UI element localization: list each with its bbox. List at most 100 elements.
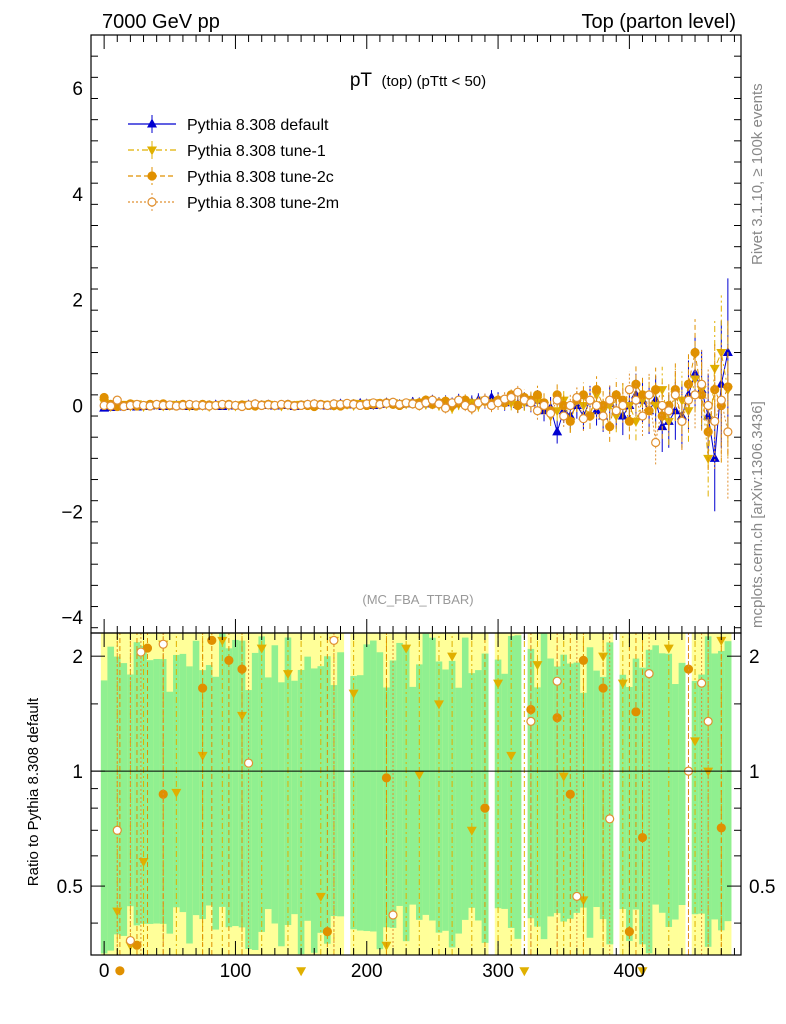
ratio-point xyxy=(631,707,641,717)
ratio-point xyxy=(433,700,444,710)
ratio-point xyxy=(112,907,123,917)
x-tick-label: 100 xyxy=(220,961,252,982)
data-point xyxy=(703,427,713,437)
ratio-band-inner xyxy=(442,669,450,931)
header-left: 7000 GeV pp xyxy=(102,11,220,33)
data-point xyxy=(532,390,543,400)
ratio-point xyxy=(217,636,228,646)
ratio-band-inner xyxy=(593,670,601,908)
y-tick-label: 6 xyxy=(72,79,83,100)
ratio-point xyxy=(578,655,589,665)
ratio-point xyxy=(578,896,589,906)
ratio-band-inner xyxy=(146,660,154,924)
ratio-band-inner xyxy=(711,653,719,920)
series-0 xyxy=(99,278,733,512)
ratio-point xyxy=(466,826,477,836)
data-point xyxy=(716,395,726,405)
ratio-point xyxy=(532,661,543,671)
ratio-point xyxy=(690,737,701,747)
ratio-band-inner xyxy=(350,676,358,930)
legend-label: Pythia 8.308 tune-2m xyxy=(187,195,339,212)
y-tick-label: −2 xyxy=(61,502,83,523)
plot-title-main: pT xyxy=(350,70,373,91)
ratio-band-inner xyxy=(291,680,299,915)
ratio-point xyxy=(565,789,575,799)
ratio-point xyxy=(198,683,208,693)
legend-entry-3: Pythia 8.308 tune-2m xyxy=(128,193,339,212)
y-tick-label: 2 xyxy=(72,291,83,312)
ratio-band-inner xyxy=(278,682,285,947)
legend-marker xyxy=(147,197,157,207)
rivet-label: Rivet 3.1.10, ≥ 100k events xyxy=(749,83,766,265)
data-point xyxy=(670,390,680,400)
ratio-band-inner xyxy=(179,653,187,913)
ratio-point xyxy=(526,716,536,726)
x-tick-label: 0 xyxy=(99,961,110,982)
ratio-point xyxy=(637,832,648,843)
ratio-band-inner xyxy=(672,684,679,920)
ratio-point xyxy=(624,927,634,937)
legend-entry-0: Pythia 8.308 default xyxy=(128,115,329,134)
ratio-point xyxy=(136,647,146,657)
legend-marker xyxy=(147,118,157,128)
ratio-point xyxy=(142,643,153,653)
data-point xyxy=(99,392,109,403)
ratio-point xyxy=(388,910,398,920)
ratio-point xyxy=(697,678,707,688)
data-point xyxy=(552,395,562,405)
ratio-band-inner xyxy=(356,675,364,931)
ratio-point xyxy=(329,635,339,645)
y-tick-label: −4 xyxy=(61,608,83,629)
data-point xyxy=(591,391,602,401)
ratio-band-inner xyxy=(225,648,233,928)
data-point xyxy=(506,392,516,403)
data-point xyxy=(112,395,122,405)
ratio-band-inner xyxy=(251,652,259,950)
ratio-point xyxy=(637,967,648,977)
ratio-point xyxy=(224,655,234,665)
ratio-point xyxy=(315,892,326,902)
data-point xyxy=(559,411,569,421)
ratio-point xyxy=(480,803,490,813)
ratio-band-inner xyxy=(271,645,279,924)
ratio-point xyxy=(171,788,182,798)
series-3 xyxy=(99,342,733,499)
ratio-point xyxy=(138,857,149,867)
data-point xyxy=(454,395,464,405)
ratio-point xyxy=(207,635,217,645)
plot-title: pT (top) (pTtt < 50) xyxy=(350,70,486,91)
ratio-point xyxy=(617,679,628,689)
ratio-band-inner xyxy=(100,680,108,954)
ratio-point xyxy=(401,644,412,654)
ratio-point xyxy=(158,639,168,649)
ratio-point xyxy=(506,751,517,761)
ratio-band-inner xyxy=(658,653,666,913)
ratio-band-inner xyxy=(166,691,174,934)
ratio-band-inner xyxy=(501,673,509,909)
ratio-band-inner xyxy=(370,640,377,932)
data-point xyxy=(697,379,707,389)
ratio-band-inner xyxy=(186,666,194,944)
ratio-series-1 xyxy=(115,633,726,976)
ratio-band-inner xyxy=(120,663,128,936)
ratio-point xyxy=(716,823,726,833)
data-point xyxy=(605,395,615,405)
ratio-point xyxy=(605,814,615,824)
ratio-point xyxy=(493,679,504,689)
data-point xyxy=(552,426,563,436)
data-point xyxy=(651,384,661,395)
legend-entry-1: Pythia 8.308 tune-1 xyxy=(128,141,326,160)
data-point xyxy=(565,400,575,411)
ratio-point xyxy=(282,670,293,680)
ratio-band-inner xyxy=(409,686,417,905)
ratio-point xyxy=(558,772,569,782)
ratio-band-inner xyxy=(416,664,423,920)
data-point xyxy=(598,411,608,421)
legend-marker xyxy=(147,171,157,181)
ratio-point xyxy=(519,967,530,977)
data-point xyxy=(513,400,523,411)
ratio-point xyxy=(125,935,135,946)
ratio-band-inner xyxy=(396,642,404,906)
data-point xyxy=(722,347,733,357)
